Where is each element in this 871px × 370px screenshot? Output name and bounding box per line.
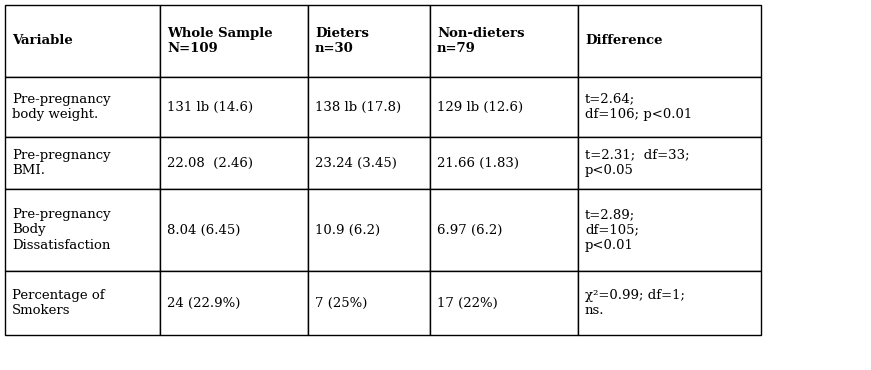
Bar bbox=[160, 189, 308, 271]
Text: 17 (22%): 17 (22%) bbox=[437, 296, 497, 309]
Bar bbox=[5, 189, 160, 271]
Bar bbox=[578, 77, 761, 137]
Text: 24 (22.9%): 24 (22.9%) bbox=[167, 296, 240, 309]
Bar bbox=[308, 137, 430, 189]
Text: Percentage of
Smokers: Percentage of Smokers bbox=[12, 289, 105, 317]
Bar bbox=[5, 271, 160, 335]
Bar bbox=[308, 271, 430, 335]
Bar bbox=[430, 189, 578, 271]
Text: 7 (25%): 7 (25%) bbox=[315, 296, 368, 309]
Text: Pre-pregnancy
Body
Dissatisfaction: Pre-pregnancy Body Dissatisfaction bbox=[12, 208, 111, 252]
Text: Whole Sample
N=109: Whole Sample N=109 bbox=[167, 27, 273, 55]
Text: 23.24 (3.45): 23.24 (3.45) bbox=[315, 157, 397, 169]
Text: 21.66 (1.83): 21.66 (1.83) bbox=[437, 157, 519, 169]
Bar bbox=[430, 77, 578, 137]
Text: χ²=0.99; df=1;
ns.: χ²=0.99; df=1; ns. bbox=[585, 289, 685, 317]
Bar bbox=[160, 77, 308, 137]
Bar bbox=[578, 5, 761, 77]
Bar bbox=[160, 5, 308, 77]
Text: 6.97 (6.2): 6.97 (6.2) bbox=[437, 223, 503, 236]
Text: Dieters
n=30: Dieters n=30 bbox=[315, 27, 369, 55]
Text: Variable: Variable bbox=[12, 34, 73, 47]
Text: Pre-pregnancy
body weight.: Pre-pregnancy body weight. bbox=[12, 93, 111, 121]
Text: 8.04 (6.45): 8.04 (6.45) bbox=[167, 223, 240, 236]
Bar bbox=[160, 271, 308, 335]
Bar bbox=[430, 137, 578, 189]
Bar bbox=[308, 189, 430, 271]
Text: 129 lb (12.6): 129 lb (12.6) bbox=[437, 101, 523, 114]
Bar bbox=[430, 271, 578, 335]
Bar bbox=[5, 137, 160, 189]
Bar bbox=[578, 271, 761, 335]
Bar bbox=[308, 5, 430, 77]
Text: t=2.31;  df=33;
p<0.05: t=2.31; df=33; p<0.05 bbox=[585, 149, 690, 177]
Text: t=2.64;
df=106; p<0.01: t=2.64; df=106; p<0.01 bbox=[585, 93, 692, 121]
Bar bbox=[578, 189, 761, 271]
Text: 10.9 (6.2): 10.9 (6.2) bbox=[315, 223, 380, 236]
Text: Non-dieters
n=79: Non-dieters n=79 bbox=[437, 27, 524, 55]
Text: 131 lb (14.6): 131 lb (14.6) bbox=[167, 101, 253, 114]
Bar bbox=[5, 5, 160, 77]
Text: Pre-pregnancy
BMI.: Pre-pregnancy BMI. bbox=[12, 149, 111, 177]
Bar bbox=[160, 137, 308, 189]
Text: t=2.89;
df=105;
p<0.01: t=2.89; df=105; p<0.01 bbox=[585, 208, 639, 252]
Bar bbox=[308, 77, 430, 137]
Bar bbox=[430, 5, 578, 77]
Bar bbox=[578, 137, 761, 189]
Bar bbox=[5, 77, 160, 137]
Text: 22.08  (2.46): 22.08 (2.46) bbox=[167, 157, 253, 169]
Text: 138 lb (17.8): 138 lb (17.8) bbox=[315, 101, 402, 114]
Text: Difference: Difference bbox=[585, 34, 663, 47]
